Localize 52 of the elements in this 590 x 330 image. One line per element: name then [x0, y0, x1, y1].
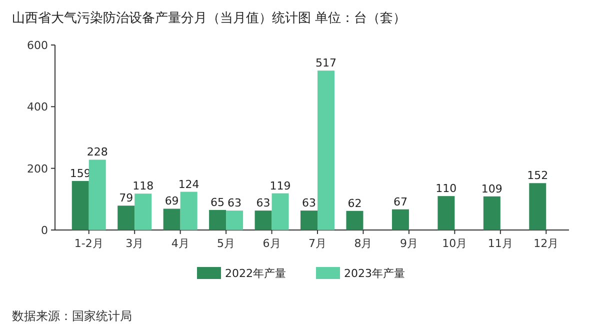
data-label: 517: [316, 56, 336, 70]
bar: [209, 210, 226, 230]
bar: [226, 210, 244, 230]
x-tick-label: 5月: [217, 237, 236, 250]
x-tick-label: 11月: [488, 237, 513, 250]
data-label: 65: [210, 196, 225, 209]
source-note: 数据来源：国家统计局: [12, 309, 132, 323]
x-tick-label: 1-2月: [74, 237, 104, 250]
bar: [300, 210, 318, 230]
data-label: 63: [302, 196, 316, 210]
y-tick-label: 0: [41, 224, 48, 237]
bar: [134, 194, 152, 230]
data-label: 69: [164, 194, 179, 208]
bar: [118, 206, 135, 230]
bar: [180, 192, 198, 230]
x-tick-label: 6月: [262, 237, 281, 250]
data-label: 152: [527, 169, 548, 182]
data-label: 79: [119, 192, 134, 205]
legend-label: 2023年产量: [344, 267, 405, 280]
x-tick-label: 12月: [534, 237, 559, 250]
data-label: 67: [393, 195, 408, 208]
legend-label: 2022年产量: [225, 267, 286, 280]
data-label: 118: [132, 180, 154, 193]
bar: [483, 196, 500, 230]
y-tick-label: 200: [27, 162, 48, 176]
bar: [163, 208, 180, 230]
data-label: 110: [436, 182, 457, 196]
bar: [72, 180, 89, 230]
bar: [318, 70, 334, 230]
bar: [438, 196, 455, 230]
bar: [88, 160, 106, 230]
bar: [529, 183, 546, 230]
y-tick-label: 400: [27, 100, 48, 114]
data-label: 63: [228, 196, 242, 210]
x-tick-label: 9月: [400, 237, 418, 250]
title: 山西省大气污染防治设备产量分月（当月值）统计图 单位：台（套）: [12, 11, 406, 26]
bar: [392, 209, 409, 230]
x-tick-label: 10月: [442, 237, 468, 250]
x-tick-label: 7月: [308, 237, 326, 250]
data-label: 228: [86, 146, 108, 159]
x-tick-label: 8月: [354, 237, 372, 250]
data-label: 63: [256, 196, 270, 210]
x-tick-label: 3月: [126, 237, 144, 250]
x-tick-label: 4月: [171, 237, 190, 250]
bar: [254, 210, 272, 230]
data-label: 124: [178, 178, 200, 191]
y-tick-label: 600: [27, 39, 48, 52]
data-label: 119: [270, 179, 291, 192]
data-label: 109: [481, 182, 502, 196]
bar: [346, 210, 364, 230]
data-label: 62: [348, 196, 362, 210]
bar: [272, 193, 289, 230]
